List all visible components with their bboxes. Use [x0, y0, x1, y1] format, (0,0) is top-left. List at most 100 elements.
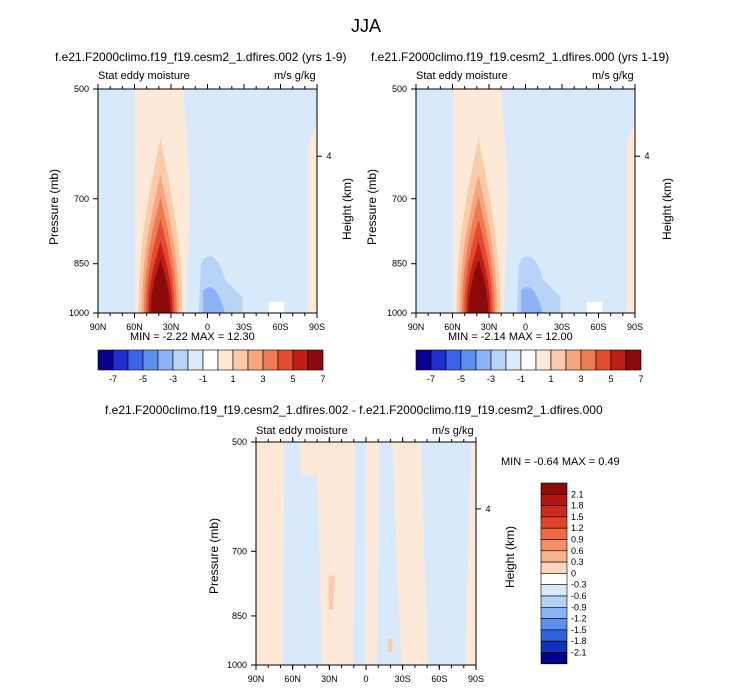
- colorbar3-swatch: [540, 652, 568, 665]
- colorbar3-swatch: [540, 618, 568, 631]
- panel1-zero-patch: [268, 301, 285, 313]
- colorbar1-label: 3: [260, 374, 265, 384]
- colorbar1-swatch: [187, 349, 204, 371]
- panel2-y2tick-label: 4: [644, 151, 649, 161]
- panel2-minmax: MIN = -2.14 MAX = 12.00: [448, 331, 573, 343]
- panel3-units-label: m/s g/kg: [432, 425, 474, 437]
- panel2-ytick-label: 500: [392, 84, 407, 94]
- panel3-ytick-label: 850: [232, 611, 247, 621]
- panel3-ytick-label: 1000: [227, 660, 247, 670]
- panel3-minmax: MIN = -0.64 MAX = 0.49: [501, 456, 620, 468]
- colorbar2-label: 5: [608, 374, 613, 384]
- colorbar3-swatch: [540, 606, 568, 619]
- panel3-negative-band: [300, 475, 322, 665]
- colorbar1-swatch: [202, 349, 219, 371]
- colorbar3-label: 2.1: [571, 489, 584, 499]
- colorbar2-label: -5: [457, 374, 465, 384]
- colorbar2-label: -1: [517, 374, 525, 384]
- panel2-negative-core: [521, 287, 544, 313]
- colorbar2-swatch: [595, 349, 612, 371]
- panel3-ytick-label: 700: [232, 546, 247, 556]
- colorbar1-label: -7: [109, 374, 117, 384]
- panel2-ytick-label: 700: [392, 194, 407, 204]
- panel2-ytick-label: 1000: [387, 308, 407, 318]
- colorbar2-swatch: [475, 349, 492, 371]
- panel3-variable-label: Stat eddy moisture: [256, 425, 348, 437]
- colorbar3-swatch: [540, 539, 568, 552]
- panel1-minmax: MIN = -2.22 MAX = 12.30: [130, 331, 255, 343]
- colorbar1-swatch: [232, 349, 249, 371]
- colorbar1-label: 5: [290, 374, 295, 384]
- panel1-xtick-label: 30N: [163, 322, 180, 332]
- panel2-ytick-label: 850: [392, 259, 407, 269]
- colorbar1-swatch: [112, 349, 129, 371]
- colorbar1-swatch: [217, 349, 234, 371]
- panel3-xtick-label: 30S: [395, 674, 411, 684]
- panel1-ytick-label: 1000: [69, 308, 89, 318]
- panel3-ytick-label: 500: [232, 437, 247, 447]
- colorbar1-swatch: [292, 349, 309, 371]
- colorbar2-label: 1: [548, 374, 553, 384]
- panel3-xtick-label: 30N: [321, 674, 338, 684]
- colorbar3-label: -2.1: [571, 648, 587, 658]
- colorbar3-label: -1.5: [571, 625, 587, 635]
- colorbar2-swatch: [445, 349, 462, 371]
- panel2-xtick-label: 30S: [554, 322, 570, 332]
- colorbar3-label: 0.6: [571, 546, 584, 556]
- colorbar1-label: 1: [230, 374, 235, 384]
- colorbar3-swatch: [540, 584, 568, 597]
- panel1-positive-strip: [308, 122, 317, 313]
- panel1-xtick-label: 0: [205, 322, 210, 332]
- panel2-title: f.e21.F2000climo.f19_f19.cesm2_1.dfires.…: [371, 50, 670, 64]
- colorbar2-swatch: [565, 349, 582, 371]
- panel2-field: [416, 89, 635, 313]
- panel3-negative-band: [352, 442, 366, 665]
- page-title: JJA: [350, 16, 381, 36]
- colorbar3-swatch: [540, 482, 568, 495]
- colorbar2-swatch: [580, 349, 597, 371]
- colorbar3-label: 0.3: [571, 557, 584, 567]
- colorbar1-swatch: [97, 349, 114, 371]
- colorbar2-swatch: [610, 349, 627, 371]
- panel1-y2tick-label: 4: [326, 151, 331, 161]
- panel3-positive-spot: [328, 575, 336, 610]
- panel3-xtick-label: 60S: [431, 674, 447, 684]
- colorbar2-label: -3: [487, 374, 495, 384]
- colorbar2-swatch: [535, 349, 552, 371]
- colorbar3-label: -0.6: [571, 591, 587, 601]
- panel1-xtick-label: 60S: [272, 322, 288, 332]
- colorbar3-label: 1.5: [571, 512, 584, 522]
- panel3-xtick-label: 60N: [284, 674, 301, 684]
- colorbar3-swatch: [540, 527, 568, 540]
- colorbar3-label: -0.3: [571, 580, 587, 590]
- panel2-xtick-label: 0: [523, 322, 528, 332]
- colorbar1-label: 7: [320, 374, 325, 384]
- colorbar3-swatch: [540, 561, 568, 574]
- colorbar3-swatch: [540, 573, 568, 586]
- colorbar1-label: -3: [169, 374, 177, 384]
- panel3-negative-band: [377, 442, 402, 665]
- colorbar2-swatch: [520, 349, 537, 371]
- panel3-field: [256, 442, 476, 665]
- colorbar3-swatch: [540, 629, 568, 642]
- colorbar1-swatch: [277, 349, 294, 371]
- colorbar2-label: -7: [427, 374, 435, 384]
- colorbar1-swatch: [262, 349, 279, 371]
- panel3-xtick-label: 90N: [248, 674, 265, 684]
- colorbar2-swatch: [490, 349, 507, 371]
- colorbar1-label: -1: [199, 374, 207, 384]
- colorbar1-swatch: [157, 349, 174, 371]
- colorbar3-label: -0.9: [571, 602, 587, 612]
- colorbar2-swatch: [460, 349, 477, 371]
- colorbar3-label: -1.2: [571, 614, 587, 624]
- colorbar3-swatch: [540, 516, 568, 529]
- panel3-y2tick-label: 4: [485, 504, 490, 514]
- panel2-variable-label: Stat eddy moisture: [416, 70, 508, 82]
- colorbar2-swatch: [550, 349, 567, 371]
- panel2-plume-level: [468, 259, 489, 313]
- colorbar3-label: 1.8: [571, 501, 584, 511]
- panel1-xtick-label: 90N: [90, 322, 107, 332]
- colorbar1-swatch: [127, 349, 144, 371]
- panel3-xtick-label: 90S: [468, 674, 484, 684]
